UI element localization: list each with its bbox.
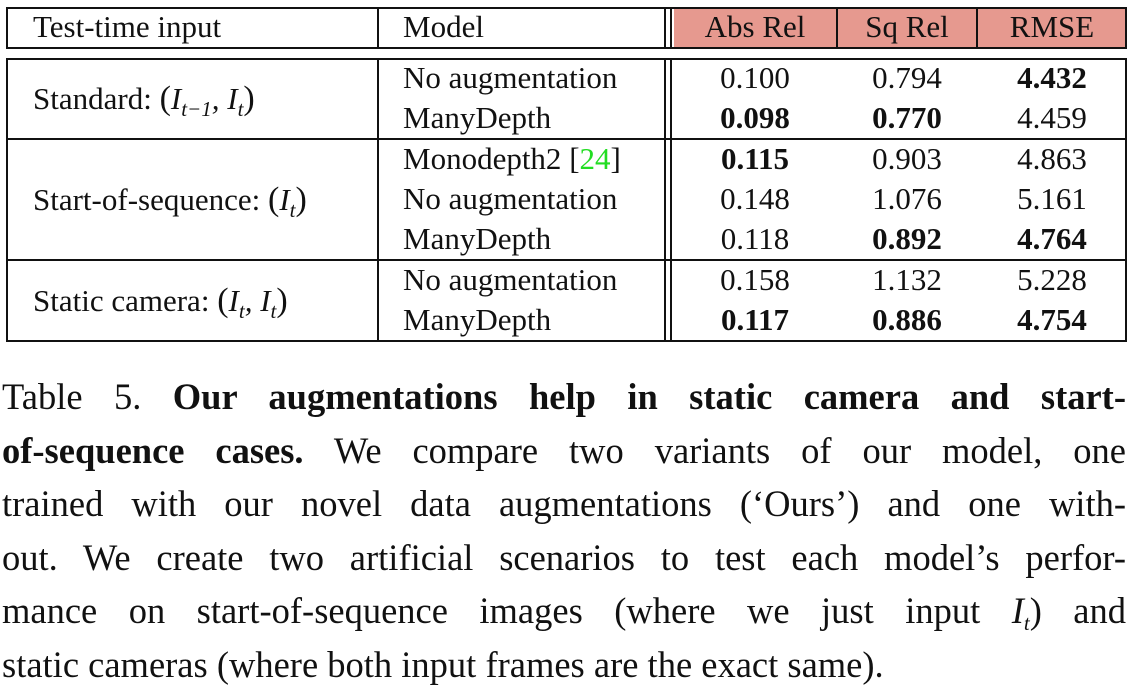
caption-line-1: Table 5. Our augmentations help in stati… [2, 370, 1126, 424]
group-label-start-of-sequence: Start-of-sequence: (It) [33, 183, 307, 227]
header-sq-rel: Sq Rel [865, 9, 949, 44]
group-label-standard: Standard: (It−1, It) [33, 82, 255, 126]
rule-group-2 [6, 259, 1127, 261]
vrule-right-body [1125, 58, 1127, 342]
caption-bold-title-1: Our augmentations help in static camera … [172, 376, 1126, 417]
cell-sq-rel: 0.903 [872, 141, 942, 176]
caption-label: Table 5. [2, 376, 142, 417]
vrule-input-body [377, 58, 379, 342]
row-model: ManyDepth [403, 302, 552, 337]
caption-line-2: of-sequence cases. We compare two varian… [2, 424, 1126, 478]
header-shade-rmse [978, 9, 1126, 47]
cell-abs-rel: 0.100 [720, 60, 790, 95]
vrule-double-a-body [664, 58, 666, 342]
group-static-text: Static camera: [33, 283, 210, 318]
vrule-sq-header [976, 7, 978, 49]
header-rmse: RMSE [1009, 9, 1095, 44]
vrule-double-a-header [664, 7, 666, 49]
cell-rmse: 4.459 [1017, 100, 1087, 135]
rule-body-top [6, 58, 1127, 60]
cell-sq-rel: 0.794 [872, 60, 942, 95]
caption-line-2-text: We compare two variants of our model, on… [333, 429, 1126, 471]
cell-abs-rel: 0.118 [720, 221, 790, 256]
header-abs-rel: Abs Rel [704, 9, 806, 44]
cell-abs-rel: 0.148 [720, 181, 790, 216]
rule-header-bottom [6, 47, 1127, 49]
cell-rmse: 4.764 [1017, 221, 1087, 256]
row-model: No augmentation [403, 181, 618, 216]
cell-abs-rel: 0.158 [720, 262, 790, 297]
caption-line-5: mance on start-of-sequence images (where… [2, 584, 1126, 638]
cell-abs-rel: 0.117 [720, 302, 790, 337]
table-caption: Table 5. Our augmentations help in stati… [2, 370, 1126, 692]
row-model: ManyDepth [403, 100, 552, 135]
vrule-right-header [1125, 7, 1127, 49]
cell-abs-rel: 0.115 [720, 141, 790, 176]
header-model: Model [403, 9, 484, 44]
vrule-left-body [6, 58, 8, 342]
row-model: No augmentation [403, 60, 618, 95]
header-shade-abs-rel [674, 9, 836, 47]
caption-line-4: out. We create two artificial scenarios … [2, 536, 1126, 578]
group-start-text: Start-of-sequence: [33, 182, 261, 217]
rule-group-1 [6, 138, 1127, 140]
cell-rmse: 4.863 [1017, 141, 1087, 176]
row-model: No augmentation [403, 262, 618, 297]
results-table: Test-time input Model Abs Rel Sq Rel RMS… [6, 7, 1127, 342]
cell-sq-rel: 1.076 [872, 181, 942, 216]
citation-link[interactable]: 24 [579, 141, 611, 176]
vrule-left-header [6, 7, 8, 49]
vrule-double-b-header [670, 7, 672, 49]
vrule-input-header [377, 7, 379, 49]
cell-rmse: 4.432 [1017, 60, 1087, 95]
rule-bottom [6, 340, 1127, 342]
caption-line-5-b: ) and [1029, 590, 1127, 632]
caption-line-5-a: mance on start-of-sequence images (where… [2, 590, 981, 632]
caption-bold-title-2: of-sequence cases. [2, 429, 304, 471]
cell-rmse: 5.161 [1017, 181, 1087, 216]
group-standard-text: Standard: [33, 81, 152, 116]
group-standard-math: (It−1, It) [159, 80, 255, 122]
header-test-time-input: Test-time input [33, 9, 222, 44]
vrule-abs-header [836, 7, 838, 49]
caption-math-it: It [1011, 590, 1030, 636]
rule-top [6, 7, 1127, 9]
cell-sq-rel: 0.886 [872, 302, 942, 337]
cell-rmse: 4.754 [1017, 302, 1087, 337]
group-start-math: (It) [267, 181, 307, 223]
cell-sq-rel: 0.892 [872, 221, 942, 256]
row-model: Monodepth2 [403, 141, 562, 176]
vrule-double-b-body [670, 58, 672, 342]
group-label-static-camera: Static camera: (It, It) [33, 284, 288, 328]
row-model-with-ref: Monodepth2 [24] [403, 141, 621, 176]
row-model: ManyDepth [403, 221, 552, 256]
cell-rmse: 5.228 [1017, 262, 1087, 297]
cell-sq-rel: 1.132 [872, 262, 942, 297]
group-static-math: (It, It) [217, 282, 288, 324]
caption-line-3: trained with our novel data augmentation… [2, 483, 1126, 525]
cell-sq-rel: 0.770 [872, 100, 942, 135]
caption-line-6: static cameras (where both input frames … [2, 643, 884, 685]
cell-abs-rel: 0.098 [720, 100, 790, 135]
header-shade-sq-rel [838, 9, 976, 47]
